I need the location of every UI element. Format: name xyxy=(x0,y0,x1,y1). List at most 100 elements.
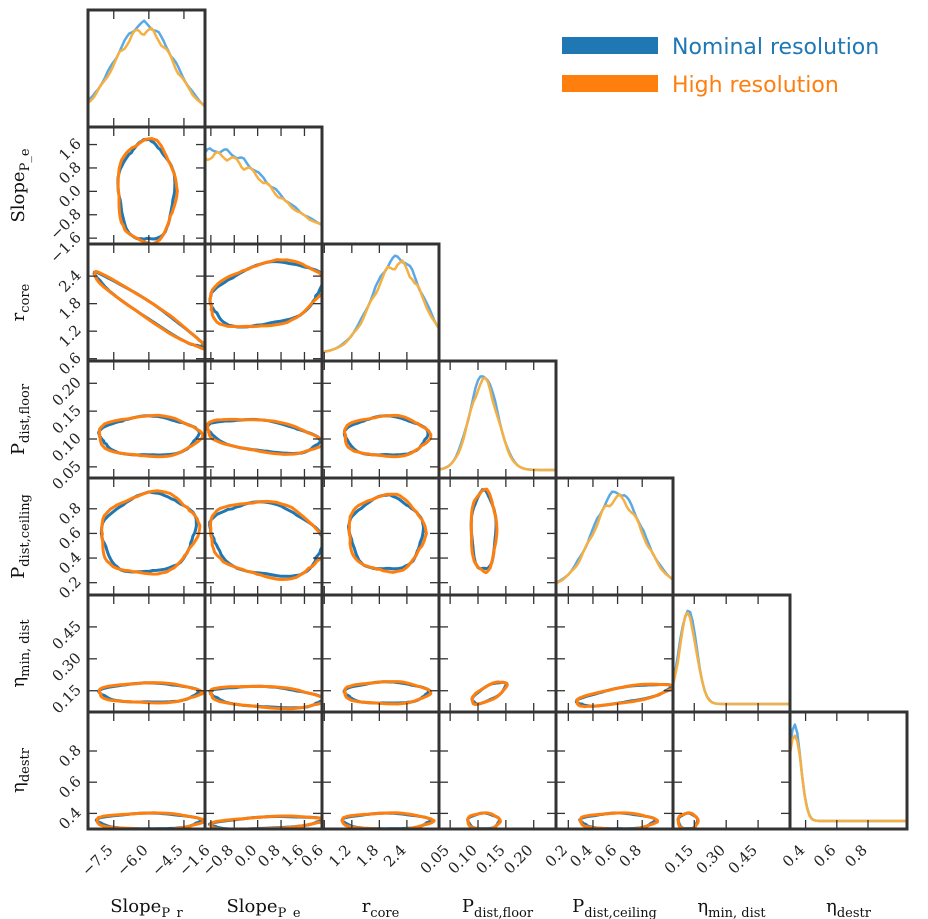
panel-eta_destr-vs-p_floor xyxy=(437,710,558,831)
y-tick-label-eta_destr: 0.6 xyxy=(55,772,85,802)
panel-content xyxy=(347,492,428,574)
label-sub: P_r xyxy=(161,906,183,919)
panel-frame xyxy=(86,359,207,480)
contour-eta_min-vs-r_core-series-1 xyxy=(343,680,433,706)
label-sub: min, dist xyxy=(708,906,766,919)
label-main: P xyxy=(8,443,29,455)
panel-content xyxy=(676,811,700,829)
x-tick-label-slope_pr: −6.0 xyxy=(113,841,151,879)
contour-eta_destr-vs-p_floor-series-1 xyxy=(466,811,502,829)
panel-content xyxy=(469,487,499,575)
panel-frame xyxy=(320,242,441,363)
legend-swatch-high xyxy=(562,75,658,92)
x-tick-label-r_core: 2.4 xyxy=(380,841,410,871)
y-tick-label-eta_min: 0.30 xyxy=(48,649,84,685)
marginal-slope_pe-series-1 xyxy=(205,150,322,227)
panel-content xyxy=(208,258,322,329)
x-axis-label-slope_pr: SlopeP_r xyxy=(110,896,183,919)
panel-frame xyxy=(320,710,441,831)
label-sub: P_e xyxy=(18,148,33,171)
y-axis-label-eta_destr: ηdestr xyxy=(8,747,33,793)
panel-p_ceiling-vs-r_core xyxy=(320,476,441,597)
contour-slope_pe-vs-slope_pr-series-1 xyxy=(116,137,179,244)
y-tick-label-eta_destr: 0.8 xyxy=(55,741,85,771)
y-tick-label-r_core: 1.8 xyxy=(55,294,85,324)
y-tick-label-p_floor: 0.20 xyxy=(48,373,84,409)
label-main: P xyxy=(572,896,584,917)
legend-swatch-nominal xyxy=(562,37,658,54)
panel-frame xyxy=(320,359,441,480)
panel-frame xyxy=(788,710,909,831)
contour-eta_min-vs-p_ceiling-series-1 xyxy=(575,682,673,709)
contour-r_core-vs-slope_pr-series-0 xyxy=(92,270,205,348)
label-sub: core xyxy=(18,283,33,312)
panel-content xyxy=(342,413,433,459)
y-tick-label-p_ceiling: 0.8 xyxy=(55,499,85,529)
panel-content xyxy=(97,413,205,459)
y-axis-label-eta_min: ηmin, dist xyxy=(8,619,33,688)
panel-content xyxy=(342,680,433,706)
x-tick-label-p_ceiling: 0.8 xyxy=(615,841,645,871)
panel-content xyxy=(208,684,322,711)
legend: Nominal resolution High resolution xyxy=(562,35,879,98)
panel-eta_destr-vs-p_ceiling xyxy=(554,710,675,831)
panel-content xyxy=(322,254,439,354)
panel-frame xyxy=(203,710,324,831)
panel-r_core-vs-slope_pr xyxy=(86,242,207,363)
panel-content xyxy=(92,269,205,351)
label-main: r xyxy=(362,896,371,917)
x-tick-label-p_ceiling: 0.4 xyxy=(566,841,596,871)
panel-eta_min-vs-p_ceiling xyxy=(554,593,675,714)
legend-label-nominal: Nominal resolution xyxy=(672,35,879,60)
x-axis-label-p_floor: Pdist,floor xyxy=(462,896,534,919)
y-tick-label-slope_pe: 1.6 xyxy=(55,135,85,165)
panel-content xyxy=(340,811,436,829)
y-tick-label-r_core: 2.4 xyxy=(55,266,85,296)
panel-content xyxy=(673,609,790,706)
contour-p_ceiling-vs-slope_pr-series-1 xyxy=(100,489,202,576)
x-tick-label-eta_min: 0.30 xyxy=(693,841,729,877)
y-tick-label-slope_pe: 0.0 xyxy=(55,181,85,211)
y-axis-label-slope_pe: SlopeP_e xyxy=(8,148,33,222)
panel-slope_pr-vs-slope_pr xyxy=(86,8,207,129)
panel-frame xyxy=(203,593,324,714)
contour-eta_destr-vs-p_ceiling-series-1 xyxy=(578,811,659,829)
label-main: P xyxy=(8,567,29,579)
y-tick-label-p_ceiling: 0.2 xyxy=(55,573,85,603)
panel-frame xyxy=(320,593,441,714)
y-axis-label-r_core: rcore xyxy=(8,283,33,321)
label-main: η xyxy=(826,896,837,917)
panel-frame xyxy=(86,125,207,246)
panel-slope_pe-vs-slope_pe xyxy=(203,125,324,246)
y-tick-label-eta_min: 0.45 xyxy=(48,617,84,653)
panel-content xyxy=(205,147,322,227)
marginal-r_core-series-1 xyxy=(322,259,439,354)
panel-p_ceiling-vs-slope_pr xyxy=(86,476,207,597)
marginal-r_core-series-0 xyxy=(322,254,439,354)
panel-frame xyxy=(86,593,207,714)
marginal-p_ceiling-series-1 xyxy=(556,493,673,585)
contour-eta_destr-vs-r_core-series-1 xyxy=(340,811,436,829)
panel-content xyxy=(790,723,907,823)
y-tick-label-p_ceiling: 0.4 xyxy=(55,548,85,578)
label-sub: destr xyxy=(18,747,33,782)
panel-content xyxy=(116,137,179,244)
panel-content xyxy=(556,490,673,585)
panel-content xyxy=(574,682,673,709)
label-sub: dist,floor xyxy=(18,383,33,443)
panel-eta_destr-vs-slope_pe xyxy=(203,710,324,831)
panel-content xyxy=(439,375,556,472)
contour-r_core-vs-slope_pe-series-0 xyxy=(208,260,322,329)
x-tick-label-p_floor: 0.05 xyxy=(417,841,453,877)
label-main: Slope xyxy=(110,896,161,917)
x-tick-label-p_floor: 0.20 xyxy=(500,841,536,877)
x-axis-label-r_core: rcore xyxy=(362,896,400,919)
x-axis-label-eta_min: ηmin, dist xyxy=(697,896,766,919)
panel-eta_min-vs-r_core xyxy=(320,593,441,714)
panel-content xyxy=(470,680,509,706)
x-tick-label-p_floor: 0.10 xyxy=(444,841,480,877)
x-axis-label-p_ceiling: Pdist,ceiling xyxy=(572,896,657,919)
panel-frame xyxy=(86,476,207,597)
x-tick-label-p_floor: 0.15 xyxy=(472,841,508,877)
